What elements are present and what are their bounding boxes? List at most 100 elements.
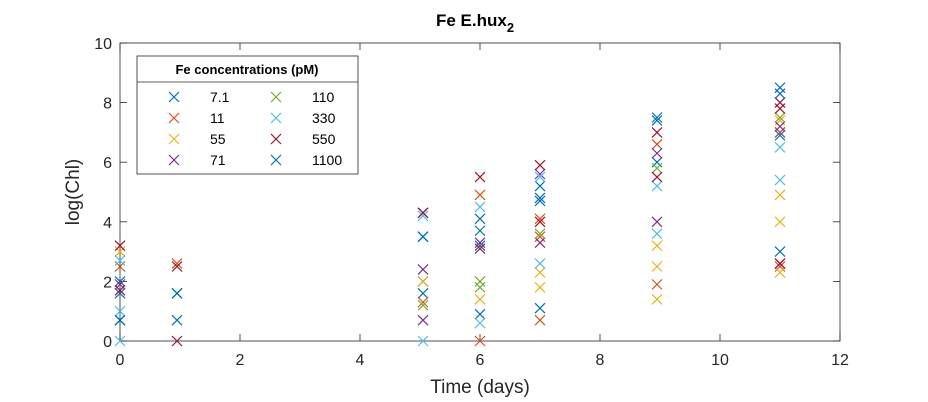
- data-point: [534, 159, 546, 171]
- data-point: [114, 335, 126, 347]
- data-point: [774, 189, 786, 201]
- legend-entry: 1100: [270, 152, 342, 168]
- legend: Fe concentrations (pM) 7.1 11 55 71 110 330 55…: [136, 55, 359, 175]
- data-point: [474, 171, 486, 183]
- data-point: [651, 162, 663, 174]
- legend-marker: [270, 154, 282, 166]
- series-1100: [114, 88, 786, 326]
- data-point: [651, 138, 663, 150]
- data-point: [534, 258, 546, 269]
- data-point: [774, 88, 786, 100]
- data-points: [114, 82, 786, 347]
- data-point: [774, 216, 786, 228]
- data-point: [651, 112, 663, 123]
- data-point: [114, 255, 126, 266]
- data-point: [417, 287, 429, 299]
- data-point: [474, 275, 486, 287]
- data-point: [171, 314, 183, 326]
- legend-marker: [270, 133, 282, 145]
- legend-marker: [168, 154, 180, 166]
- y-tick-label: 8: [103, 96, 112, 113]
- data-point: [651, 228, 663, 240]
- y-tick-label: 0: [103, 334, 112, 351]
- data-point: [774, 103, 786, 114]
- data-point: [114, 284, 126, 296]
- data-point: [651, 278, 663, 290]
- legend-entry: 550: [270, 131, 336, 147]
- legend-entry: 55: [168, 131, 226, 147]
- data-point: [774, 174, 786, 186]
- data-point: [774, 129, 786, 141]
- data-point: [417, 314, 429, 326]
- data-point: [171, 258, 183, 269]
- data-point: [474, 225, 486, 237]
- legend-label: 1100: [312, 152, 342, 168]
- data-point: [774, 258, 786, 269]
- x-axis-label: Time (days): [430, 377, 530, 398]
- data-point: [474, 213, 486, 225]
- data-point: [774, 267, 786, 278]
- data-point: [534, 213, 546, 225]
- legend-entry: 7.1: [168, 89, 230, 105]
- data-point: [114, 240, 126, 252]
- data-point: [171, 335, 183, 347]
- data-point: [474, 243, 486, 255]
- legend-entry: 330: [270, 110, 336, 126]
- x-tick-label: 2: [236, 352, 245, 369]
- data-point: [474, 335, 486, 347]
- legend-entries: 7.1 11 55 71 110 330 550 1100: [168, 89, 342, 168]
- data-point: [651, 293, 663, 305]
- data-point: [417, 299, 429, 311]
- chart-title-main: Fe E.hux: [436, 11, 507, 30]
- data-point: [651, 261, 663, 272]
- legend-marker: [168, 91, 180, 103]
- legend-marker: [270, 112, 282, 124]
- series-330: [114, 141, 786, 347]
- data-point: [651, 126, 663, 138]
- data-point: [417, 275, 429, 287]
- data-point: [774, 121, 786, 132]
- data-point: [774, 112, 786, 123]
- legend-label: 7.1: [210, 89, 230, 105]
- data-point: [534, 180, 546, 192]
- data-point: [534, 195, 546, 207]
- data-point: [534, 314, 546, 326]
- series-110: [417, 112, 786, 311]
- data-point: [534, 192, 546, 204]
- legend-marker: [168, 133, 180, 145]
- data-point: [171, 287, 183, 299]
- series-550: [114, 97, 786, 347]
- data-point: [474, 317, 486, 329]
- data-point: [651, 171, 663, 183]
- data-point: [114, 275, 126, 287]
- y-tick-label: 4: [103, 215, 112, 232]
- data-point: [417, 207, 429, 219]
- y-tick-label: 10: [94, 36, 112, 53]
- data-point: [417, 264, 429, 275]
- data-point: [474, 189, 486, 201]
- legend-marker: [270, 91, 282, 103]
- x-tick-label: 12: [831, 352, 849, 369]
- x-tick-label: 0: [116, 352, 125, 369]
- data-point: [651, 240, 663, 252]
- x-tick-label: 10: [711, 352, 729, 369]
- data-point: [114, 314, 126, 326]
- legend-entry: 110: [270, 89, 335, 105]
- legend-label: 110: [312, 89, 335, 105]
- legend-label: 55: [210, 131, 226, 147]
- data-point: [534, 168, 546, 180]
- data-point: [171, 261, 183, 272]
- data-point: [651, 147, 663, 159]
- y-axis-label: log(Chl): [63, 159, 84, 226]
- y-tick-label: 2: [103, 274, 112, 291]
- x-tick-label: 8: [596, 352, 605, 369]
- legend-label: 71: [210, 152, 226, 168]
- legend-entry: 71: [168, 152, 226, 168]
- legend-title: Fe concentrations (pM): [175, 62, 318, 77]
- legend-marker: [168, 112, 180, 124]
- data-point: [417, 296, 429, 308]
- data-point: [651, 180, 663, 192]
- data-point: [534, 228, 546, 240]
